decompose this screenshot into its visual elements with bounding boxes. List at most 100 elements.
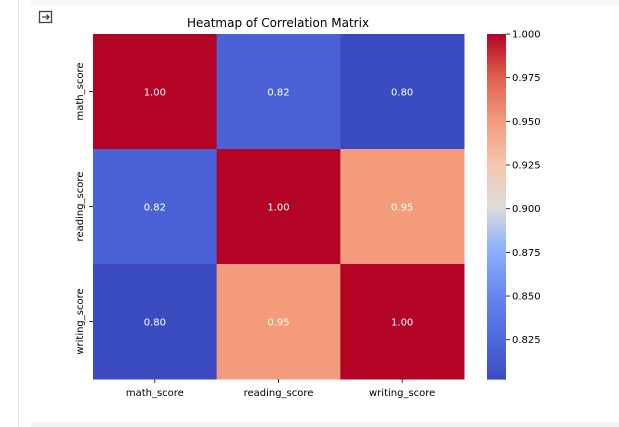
output-redirect-icon[interactable] [38,9,54,25]
colorbar-segment [487,376,506,380]
cell-annotation: 0.82 [267,88,289,99]
colorbar-segment [487,189,506,193]
colorbar-tick-label: 0.875 [512,248,541,259]
colorbar-segment [487,123,506,127]
colorbar-segment [487,114,506,118]
colorbar-segment [487,131,506,136]
colorbar-tick-label: 0.850 [512,292,541,303]
output-area-top [31,0,619,6]
colorbar-tick-label: 0.975 [512,73,541,84]
colorbar-segment [487,48,506,52]
heatmap-cells: 1.00 0.82 0.80 0.82 1.00 0.95 0.80 0.95 1.00 [93,34,465,380]
colorbar-segment [487,356,506,360]
colorbar-segment [487,261,506,265]
colorbar-segment [487,241,506,245]
colorbar-segment [487,94,506,98]
colorbar-segment [487,321,506,325]
cell-annotation: 1.00 [144,88,166,99]
colorbar-segment [487,54,506,58]
colorbar-segment [487,361,506,366]
colorbar-segment [487,235,506,239]
colorbar-segment [487,243,506,248]
colorbar-segment [487,318,506,323]
colorbar-segment [487,71,506,75]
colorbar-segment [487,223,506,228]
heatmap-cell [93,34,218,150]
cell-gutter-divider [18,0,19,427]
colorbar-segment [487,215,506,219]
colorbar-segment [487,203,506,208]
colorbar-segment [487,310,506,314]
cell-annotation: 0.95 [267,318,289,329]
colorbar-segment [487,180,506,185]
cell-annotation: 0.80 [144,318,166,329]
colorbar-segment [487,128,506,133]
colorbar: 1.000 0.975 0.950 0.925 0.900 0.875 0.850 0.825 [487,30,541,380]
colorbar-segment [487,249,506,254]
colorbar-segment [487,74,506,78]
colorbar-segment [487,120,506,124]
colorbar-segment [487,298,506,302]
colorbar-segment [487,57,506,61]
colorbar-segment [487,373,506,377]
cell-annotation: 1.00 [391,318,413,329]
colorbar-segment [487,264,506,268]
colorbar-segment [487,36,506,41]
colorbar-segment [487,169,506,173]
colorbar-segment [487,45,506,49]
colorbar-segment [487,238,506,242]
colorbar-segment [487,218,506,222]
x-axis: math_score reading_score writing_score [126,379,435,399]
heatmap-cell [93,149,218,265]
colorbar-segment [487,252,506,256]
colorbar-segment [487,324,506,328]
colorbar-segment [487,284,506,288]
cell-annotation: 1.00 [267,203,289,214]
colorbar-segment [487,358,506,363]
colorbar-segment [487,364,506,369]
heatmap-cell [340,149,465,265]
colorbar-tick-label: 0.900 [512,204,541,215]
colorbar-segment [487,206,506,210]
cell-annotation: 0.95 [391,203,413,214]
colorbar-segment [487,108,506,113]
colorbar-segment [487,327,506,331]
colorbar-segment [487,151,506,156]
colorbar-segment [487,200,506,205]
colorbar-segment [487,42,506,47]
colorbar-segment [487,82,506,87]
heatmap-cell [93,264,218,380]
colorbar-segment [487,255,506,259]
colorbar-segment [487,275,506,279]
colorbar-segment [487,341,506,346]
colorbar-segment [487,140,506,144]
colorbar-segment [487,65,506,70]
colorbar-segment [487,163,506,167]
colorbar-segment [487,143,506,147]
colorbar-tick-label: 0.925 [512,161,541,172]
colorbar-segment [487,353,506,357]
colorbar-segment [487,295,506,300]
colorbar-segment [487,350,506,354]
heatmap-cell [216,264,341,380]
colorbar-segment [487,149,506,153]
colorbar-segment [487,91,506,95]
colorbar-segment [487,226,506,231]
heatmap-cell [340,264,465,380]
colorbar-segment [487,220,506,225]
y-tick-label: reading_score [75,172,86,242]
colorbar-tick-label: 0.825 [512,335,541,346]
colorbar-segment [487,258,506,262]
x-tick-label: math_score [126,388,184,399]
y-axis: math_score reading_score writing_score [75,63,93,355]
cell-annotation: 0.80 [391,88,413,99]
colorbar-segment [487,146,506,150]
heatmap-cell [340,34,465,150]
colorbar-segment [487,154,506,159]
colorbar-segment [487,59,506,64]
colorbar-segment [487,287,506,291]
colorbar-segment [487,197,506,202]
colorbar-segment [487,174,506,179]
colorbar-segment [487,111,506,116]
cell-annotation: 0.82 [144,203,166,214]
